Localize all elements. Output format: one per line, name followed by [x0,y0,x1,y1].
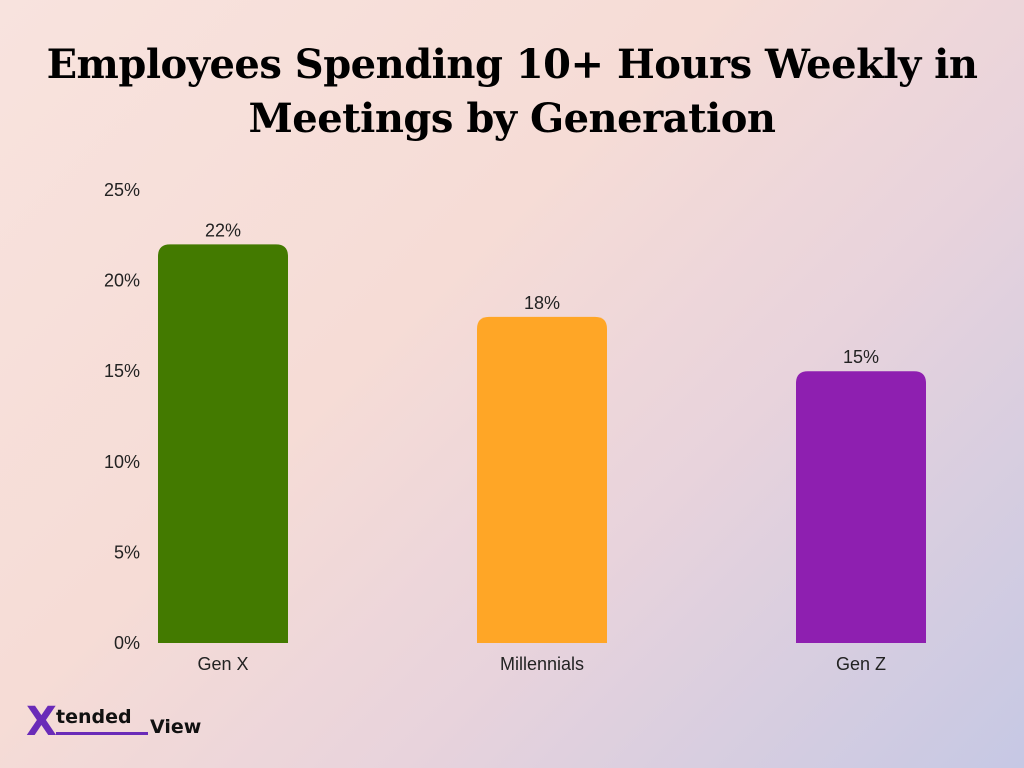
x-category-label: Gen Z [836,654,886,674]
bar-gen-x [158,244,288,644]
data-label: 22% [205,220,241,240]
logo-word-view: View [150,716,202,738]
y-tick-label: 25% [104,180,140,200]
data-label: 15% [843,347,879,367]
y-tick-label: 5% [114,542,140,562]
y-tick-label: 20% [104,271,140,291]
bar-chart: 0% 5% 10% 15% 20% 25% 22% Gen X 18% Millennials 15… [104,180,926,674]
logo-x-glyph: X [26,699,57,745]
x-category-label: Millennials [500,654,584,674]
logo-underline [56,732,148,735]
data-label: 18% [524,293,560,313]
logo-word-tended: tended [56,706,132,728]
y-tick-label: 15% [104,361,140,381]
bar-gen-z [796,371,926,643]
y-tick-label: 10% [104,452,140,472]
y-tick-label: 0% [114,633,140,653]
chart-title: Employees Spending 10+ Hours Weekly in M… [46,41,978,142]
bar-millennials [477,316,607,643]
x-category-label: Gen X [197,654,248,674]
